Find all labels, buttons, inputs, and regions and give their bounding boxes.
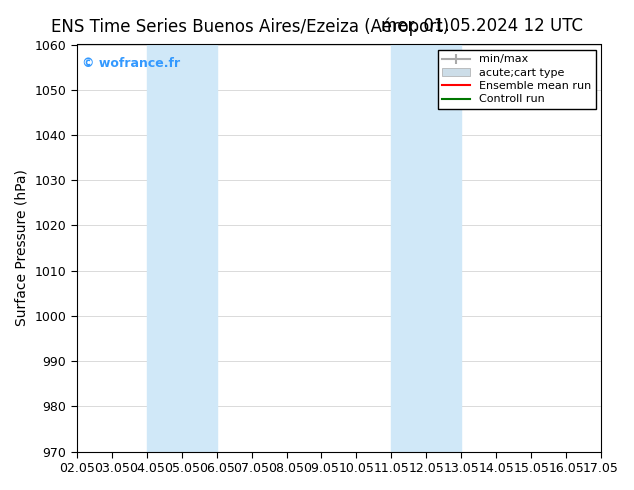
Legend: min/max, acute;cart type, Ensemble mean run, Controll run: min/max, acute;cart type, Ensemble mean … [437, 50, 595, 109]
Text: ENS Time Series Buenos Aires/Ezeiza (Aéroport): ENS Time Series Buenos Aires/Ezeiza (Aér… [51, 17, 449, 36]
Bar [146, 45, 217, 452]
Text: mer. 01.05.2024 12 UTC: mer. 01.05.2024 12 UTC [381, 17, 583, 35]
Bar [391, 45, 462, 452]
Y-axis label: Surface Pressure (hPa): Surface Pressure (hPa) [15, 170, 29, 326]
Text: © wofrance.fr: © wofrance.fr [82, 57, 180, 70]
